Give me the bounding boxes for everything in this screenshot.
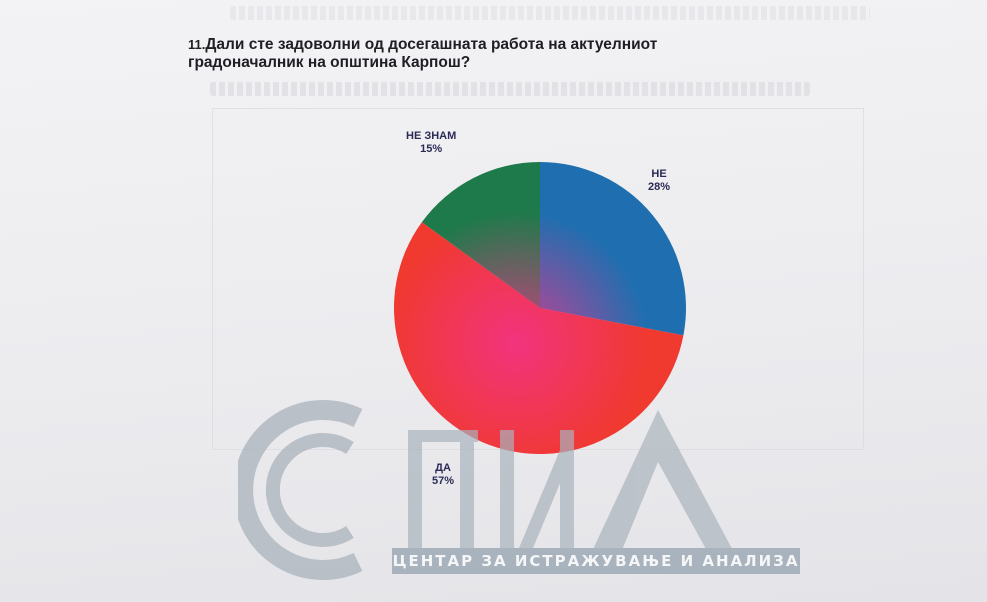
slice-label-no-value: 28% [648,181,671,193]
slice-label-yes: ДА 57% [432,462,454,488]
bleed-through-text [230,6,870,20]
slice-label-dont-know-value: 15% [420,143,443,155]
question-line-2: градоначалник на општина Карпош? [188,54,471,71]
slice-label-no: НЕ 28% [648,168,670,194]
slice-label-dont-know: НЕ ЗНАМ 15% [406,130,456,156]
question-title: 11.Дали сте задоволни од досегашната раб… [188,36,788,72]
glare-overlay [394,162,686,454]
bleed-through-text [210,82,810,96]
slice-label-yes-name: ДА [435,462,451,474]
slice-label-no-name: НЕ [651,168,667,180]
slice-label-dont-know-name: НЕ ЗНАМ [406,130,457,142]
slice-label-yes-value: 57% [432,475,455,487]
watermark-organization-name: ЦЕНТАР ЗА ИСТРАЖУВАЊЕ И АНАЛИЗА [392,548,800,574]
question-line-1: Дали сте задоволни од досегашната работа… [205,36,658,53]
question-number: 11. [188,37,206,52]
